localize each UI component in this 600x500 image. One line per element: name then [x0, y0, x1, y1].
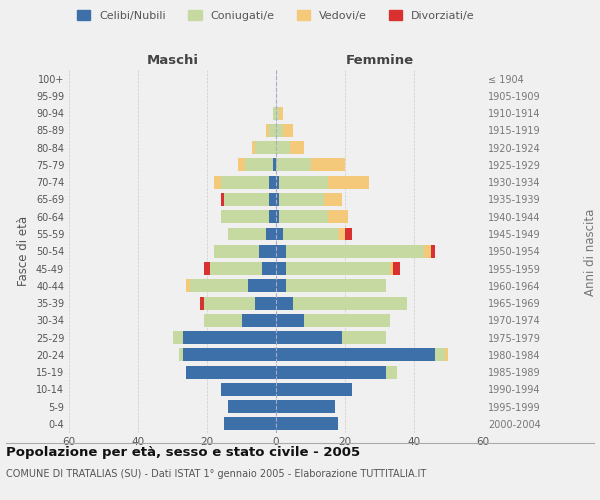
Bar: [203, 262, 211, 275]
Bar: [276, 296, 293, 310]
Bar: [276, 124, 283, 137]
Bar: [221, 176, 269, 188]
Bar: [179, 348, 183, 362]
Bar: [266, 124, 269, 137]
Bar: [325, 193, 341, 206]
Text: COMUNE DI TRATALIAS (SU) - Dati ISTAT 1° gennaio 2005 - Elaborazione TUTTITALIA.: COMUNE DI TRATALIAS (SU) - Dati ISTAT 1°…: [6, 469, 426, 479]
Bar: [221, 210, 269, 223]
Bar: [276, 383, 352, 396]
Bar: [338, 228, 345, 240]
Bar: [266, 228, 276, 240]
Bar: [276, 366, 386, 378]
Bar: [280, 176, 328, 188]
Bar: [276, 314, 304, 327]
Bar: [304, 314, 390, 327]
Bar: [203, 314, 241, 327]
Bar: [211, 262, 262, 275]
Bar: [276, 158, 311, 172]
Text: Maschi: Maschi: [146, 54, 199, 68]
Bar: [256, 141, 276, 154]
Bar: [276, 193, 280, 206]
Bar: [187, 280, 190, 292]
Bar: [248, 280, 276, 292]
Bar: [272, 106, 276, 120]
Bar: [276, 245, 286, 258]
Bar: [224, 193, 269, 206]
Bar: [276, 280, 286, 292]
Bar: [286, 262, 390, 275]
Bar: [276, 210, 280, 223]
Bar: [262, 262, 276, 275]
Bar: [345, 228, 352, 240]
Legend: Celibi/Nubili, Coniugati/e, Vedovi/e, Divorziati/e: Celibi/Nubili, Coniugati/e, Vedovi/e, Di…: [73, 6, 479, 25]
Bar: [276, 348, 434, 362]
Y-axis label: Fasce di età: Fasce di età: [17, 216, 30, 286]
Bar: [283, 124, 293, 137]
Text: Anni di nascita: Anni di nascita: [584, 209, 598, 296]
Bar: [183, 331, 276, 344]
Bar: [290, 141, 304, 154]
Bar: [269, 193, 276, 206]
Bar: [280, 106, 283, 120]
Bar: [445, 348, 448, 362]
Bar: [283, 228, 338, 240]
Bar: [341, 331, 386, 344]
Bar: [241, 314, 276, 327]
Bar: [214, 176, 221, 188]
Bar: [256, 296, 276, 310]
Bar: [280, 210, 328, 223]
Bar: [200, 296, 203, 310]
Bar: [259, 245, 276, 258]
Bar: [203, 296, 256, 310]
Bar: [224, 418, 276, 430]
Bar: [276, 331, 341, 344]
Bar: [424, 245, 431, 258]
Text: Femmine: Femmine: [346, 54, 413, 68]
Bar: [276, 418, 338, 430]
Bar: [311, 158, 345, 172]
Bar: [276, 141, 290, 154]
Bar: [228, 228, 266, 240]
Bar: [187, 366, 276, 378]
Bar: [272, 158, 276, 172]
Bar: [434, 348, 445, 362]
Bar: [276, 400, 335, 413]
Bar: [394, 262, 400, 275]
Bar: [280, 193, 324, 206]
Bar: [286, 280, 386, 292]
Bar: [173, 331, 183, 344]
Text: Popolazione per età, sesso e stato civile - 2005: Popolazione per età, sesso e stato civil…: [6, 446, 360, 459]
Bar: [183, 348, 276, 362]
Bar: [390, 262, 394, 275]
Bar: [190, 280, 248, 292]
Bar: [252, 141, 256, 154]
Bar: [228, 400, 276, 413]
Bar: [269, 176, 276, 188]
Bar: [214, 245, 259, 258]
Bar: [276, 228, 283, 240]
Bar: [328, 210, 349, 223]
Bar: [431, 245, 434, 258]
Bar: [221, 383, 276, 396]
Bar: [269, 124, 276, 137]
Bar: [221, 193, 224, 206]
Bar: [269, 210, 276, 223]
Bar: [286, 245, 424, 258]
Bar: [245, 158, 272, 172]
Bar: [386, 366, 397, 378]
Bar: [238, 158, 245, 172]
Bar: [276, 176, 280, 188]
Bar: [293, 296, 407, 310]
Bar: [276, 106, 280, 120]
Bar: [328, 176, 369, 188]
Bar: [276, 262, 286, 275]
